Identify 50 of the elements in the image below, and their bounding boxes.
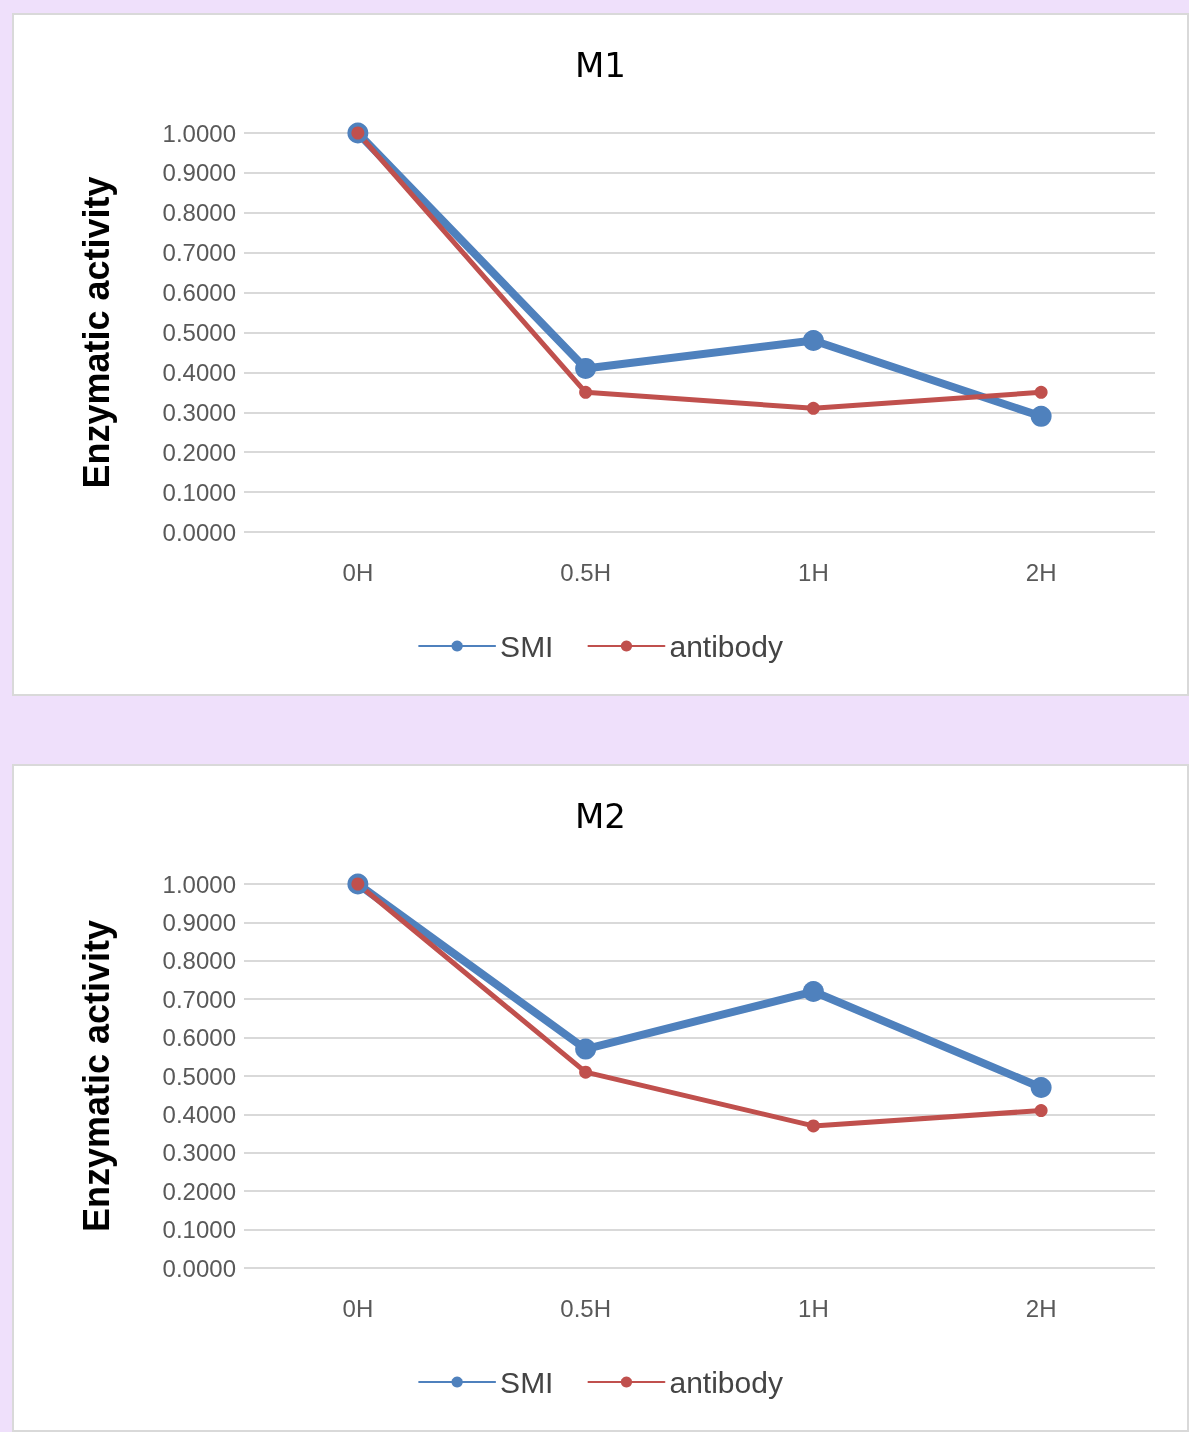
x-tick-label: 0H [342, 1294, 374, 1322]
point [579, 385, 593, 399]
y-tick-label: 0.0000 [162, 1254, 236, 1282]
x-tick-label: 1H [798, 558, 829, 586]
y-tick-label: 0.3000 [162, 1139, 236, 1167]
x-tick-label: 1H [798, 1294, 829, 1322]
y-tick-label: 0.5000 [162, 1062, 236, 1090]
x-tick-label: 2H [1025, 558, 1057, 586]
y-tick-label: 0.2000 [162, 438, 236, 466]
y-axis-title: Enzymatic activity [75, 176, 117, 489]
y-tick-label: 0.7000 [162, 985, 236, 1013]
legend-label: SMI [500, 629, 554, 663]
y-tick-label: 0.2000 [162, 1177, 236, 1205]
x-tick-label: 0.5H [560, 1294, 611, 1322]
legend-label: antibody [669, 629, 783, 663]
point [579, 1065, 593, 1079]
chart-title: M1 [575, 45, 626, 85]
legend-label: antibody [669, 1365, 783, 1399]
point [1030, 1077, 1052, 1099]
point [1030, 405, 1052, 427]
point [802, 981, 824, 1003]
y-tick-label: 0.9000 [162, 159, 236, 187]
y-tick-label: 0.9000 [162, 908, 236, 936]
y-tick-label: 0.7000 [162, 239, 236, 267]
y-tick-label: 0.8000 [162, 199, 236, 227]
y-axis-title: Enzymatic activity [75, 919, 117, 1233]
y-tick-label: 0.6000 [162, 279, 236, 307]
y-tick-label: 0.0000 [162, 518, 236, 546]
y-tick-label: 0.4000 [162, 1100, 236, 1128]
point [575, 357, 597, 379]
point [806, 401, 820, 415]
x-tick-label: 2H [1025, 1294, 1057, 1322]
y-tick-label: 1.0000 [162, 870, 236, 898]
y-tick-label: 1.0000 [162, 119, 236, 147]
point [806, 1119, 820, 1133]
y-tick-label: 0.6000 [162, 1024, 236, 1052]
y-tick-label: 0.4000 [162, 358, 236, 386]
point [802, 329, 824, 351]
y-tick-label: 0.3000 [162, 398, 236, 426]
point [575, 1038, 597, 1060]
point [1034, 1104, 1048, 1118]
chart-title: M2 [575, 796, 626, 836]
legend-label: SMI [500, 1365, 554, 1399]
x-tick-label: 0H [342, 558, 374, 586]
y-tick-label: 0.1000 [162, 478, 236, 506]
y-tick-label: 0.1000 [162, 1216, 236, 1244]
point [1034, 385, 1048, 399]
x-tick-label: 0.5H [560, 558, 611, 586]
y-tick-label: 0.5000 [162, 319, 236, 346]
y-tick-label: 0.8000 [162, 947, 236, 975]
